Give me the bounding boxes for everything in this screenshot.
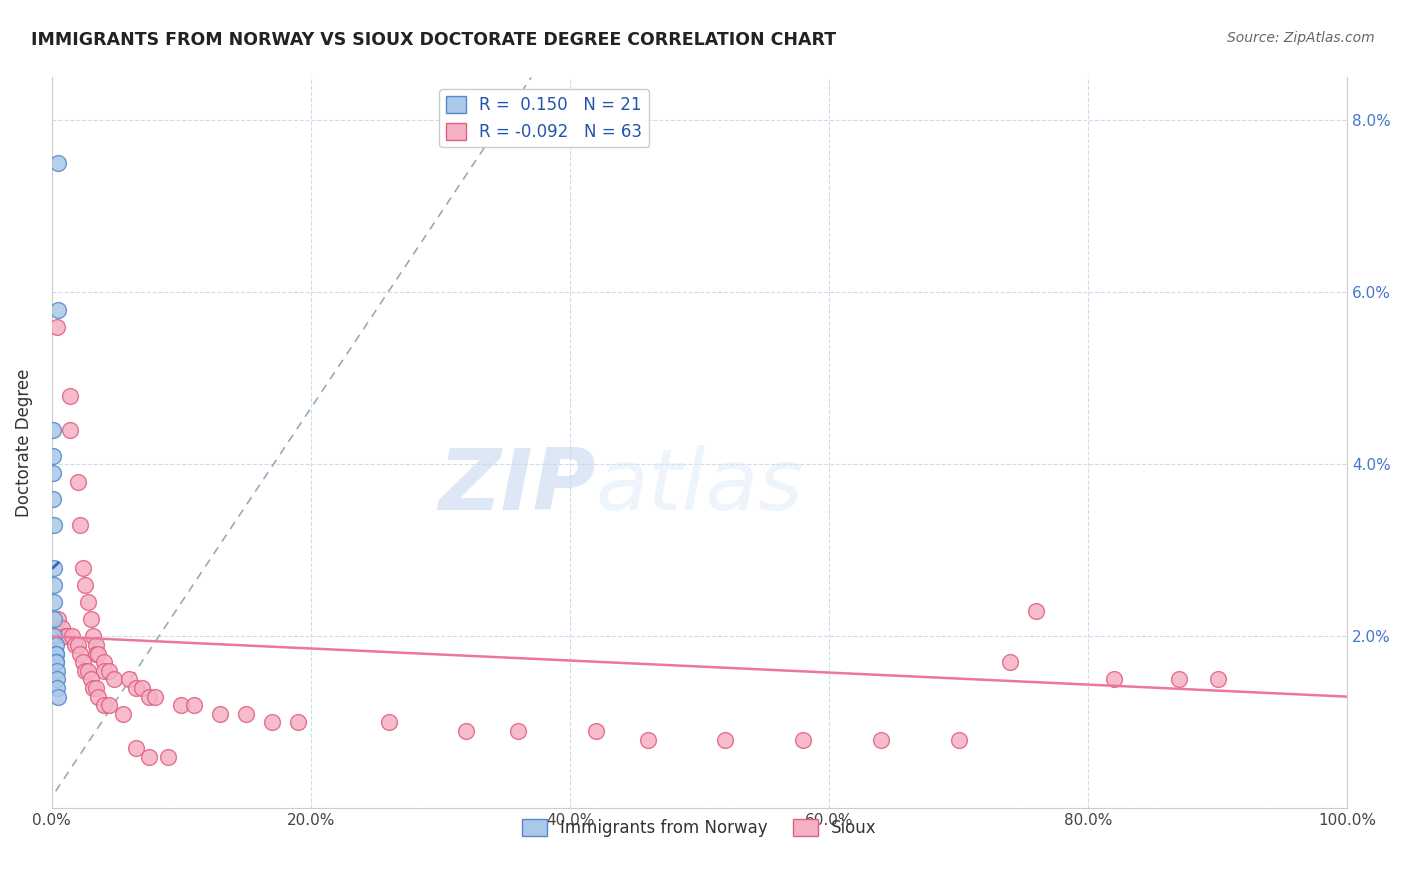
- Point: [45, 655, 67, 669]
- Point: [260, 715, 283, 730]
- Point: [46, 690, 69, 704]
- Point: [46, 612, 69, 626]
- Point: [77, 595, 100, 609]
- Point: [79, 673, 101, 687]
- Point: [59, 423, 82, 437]
- Point: [145, 690, 167, 704]
- Point: [45, 647, 67, 661]
- Point: [508, 724, 530, 739]
- Point: [42, 491, 65, 506]
- Point: [1000, 655, 1022, 669]
- Point: [377, 715, 399, 730]
- Point: [287, 715, 309, 730]
- Point: [79, 612, 101, 626]
- Text: atlas: atlas: [596, 445, 804, 528]
- Point: [1206, 673, 1229, 687]
- Point: [69, 647, 91, 661]
- Point: [46, 302, 69, 317]
- Point: [44, 560, 66, 574]
- Point: [82, 681, 104, 695]
- Point: [948, 732, 970, 747]
- Point: [75, 578, 97, 592]
- Point: [44, 612, 66, 626]
- Point: [75, 664, 97, 678]
- Point: [97, 664, 120, 678]
- Point: [183, 698, 205, 713]
- Point: [131, 681, 153, 695]
- Point: [157, 749, 180, 764]
- Point: [72, 560, 94, 574]
- Point: [45, 664, 67, 678]
- Point: [111, 706, 134, 721]
- Point: [45, 319, 67, 334]
- Point: [1167, 673, 1189, 687]
- Text: ZIP: ZIP: [439, 445, 596, 528]
- Point: [45, 647, 67, 661]
- Point: [44, 630, 66, 644]
- Point: [125, 681, 148, 695]
- Text: Source: ZipAtlas.com: Source: ZipAtlas.com: [1227, 31, 1375, 45]
- Point: [66, 475, 89, 489]
- Point: [45, 673, 67, 687]
- Point: [46, 156, 69, 170]
- Point: [45, 655, 67, 669]
- Point: [53, 630, 76, 644]
- Point: [209, 706, 232, 721]
- Point: [93, 655, 115, 669]
- Point: [63, 638, 86, 652]
- Point: [59, 389, 82, 403]
- Point: [77, 664, 100, 678]
- Point: [42, 449, 65, 463]
- Point: [82, 630, 104, 644]
- Point: [792, 732, 814, 747]
- Point: [637, 732, 659, 747]
- Text: IMMIGRANTS FROM NORWAY VS SIOUX DOCTORATE DEGREE CORRELATION CHART: IMMIGRANTS FROM NORWAY VS SIOUX DOCTORAT…: [31, 31, 837, 49]
- Point: [585, 724, 607, 739]
- Point: [93, 664, 115, 678]
- Point: [103, 673, 125, 687]
- Point: [69, 517, 91, 532]
- Point: [1102, 673, 1125, 687]
- Legend: Immigrants from Norway, Sioux: Immigrants from Norway, Sioux: [516, 813, 883, 844]
- Point: [42, 423, 65, 437]
- Point: [714, 732, 737, 747]
- Point: [66, 638, 89, 652]
- Point: [456, 724, 478, 739]
- Point: [1025, 604, 1047, 618]
- Point: [44, 517, 66, 532]
- Point: [62, 630, 84, 644]
- Point: [235, 706, 257, 721]
- Point: [125, 741, 148, 756]
- Point: [45, 681, 67, 695]
- Point: [84, 681, 107, 695]
- Point: [870, 732, 893, 747]
- Point: [84, 647, 107, 661]
- Point: [84, 638, 107, 652]
- Point: [42, 466, 65, 480]
- Point: [44, 578, 66, 592]
- Point: [44, 595, 66, 609]
- Y-axis label: Doctorate Degree: Doctorate Degree: [15, 368, 32, 517]
- Point: [51, 621, 73, 635]
- Point: [170, 698, 193, 713]
- Point: [45, 638, 67, 652]
- Point: [87, 690, 110, 704]
- Point: [138, 690, 160, 704]
- Point: [118, 673, 141, 687]
- Point: [87, 647, 110, 661]
- Point: [97, 698, 120, 713]
- Point: [72, 655, 94, 669]
- Point: [56, 630, 79, 644]
- Point: [138, 749, 160, 764]
- Point: [93, 698, 115, 713]
